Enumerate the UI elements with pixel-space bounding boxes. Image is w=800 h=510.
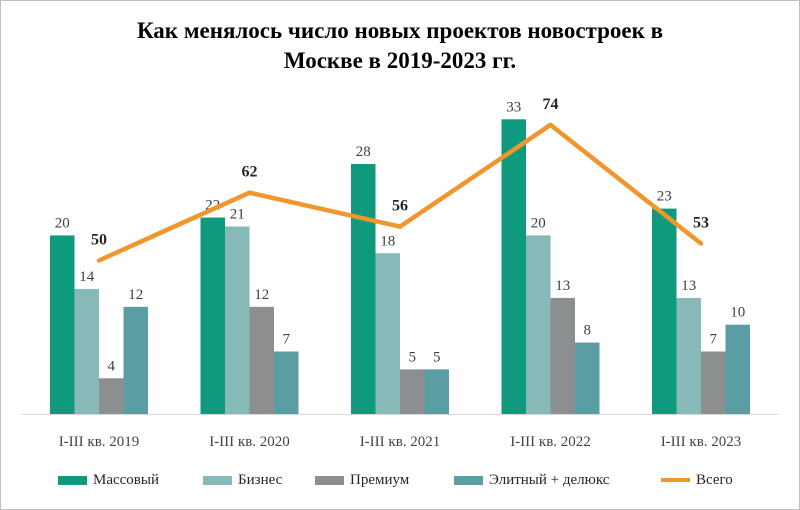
bar-1-1	[50, 235, 75, 414]
chart-title-line-1: Как менялось число новых проектов новост…	[136, 18, 664, 43]
data-label-4-1: 12	[128, 287, 143, 303]
data-label-3-1: 4	[108, 358, 116, 374]
data-label-4-4: 8	[584, 323, 592, 339]
bar-2-3	[375, 253, 400, 414]
legend-swatch-mass	[58, 475, 87, 485]
x-tick-label-1: I-III кв. 2019	[59, 434, 140, 450]
bar-1-2	[200, 217, 225, 414]
total-line	[96, 122, 704, 263]
legend-item-business: Бизнес	[203, 470, 282, 490]
data-label-4-3: 5	[433, 349, 441, 365]
x-tick-label-5: I-III кв. 2023	[661, 434, 742, 450]
data-label-1-4: 33	[506, 99, 521, 115]
legend-swatch-elite	[454, 475, 483, 485]
total-label-1: 50	[91, 232, 107, 249]
bar-2-4	[526, 235, 551, 414]
legend-label-elite: Элитный + делюкс	[489, 471, 610, 488]
bar-3-1	[99, 378, 124, 414]
bar-2-5	[676, 297, 701, 414]
legend-label-total: Всего	[696, 471, 733, 488]
bar-3-2	[249, 306, 274, 414]
legend-item-total: Всего	[661, 470, 733, 490]
legend-swatch-premium	[315, 475, 344, 485]
bar-4-4	[575, 342, 600, 414]
data-label-1-5: 23	[657, 189, 672, 205]
chart-title: Как менялось число новых проектов новост…	[0, 16, 800, 76]
chart-title-line-2: Москве в 2019-2023 гг.	[283, 48, 517, 73]
x-tick-label-4: I-III кв. 2022	[510, 434, 591, 450]
bar-3-5	[701, 351, 726, 414]
data-label-2-3: 18	[380, 233, 395, 249]
data-label-2-2: 21	[230, 206, 245, 222]
legend-label-business: Бизнес	[238, 471, 283, 488]
bar-4-1	[123, 306, 148, 414]
legend-item-elite: Элитный + делюкс	[454, 470, 609, 490]
bar-3-3	[400, 369, 425, 414]
legend-swatch-total	[661, 478, 690, 482]
bar-2-1	[74, 288, 99, 414]
total-label-3: 56	[392, 198, 408, 215]
bar-4-5	[725, 324, 750, 414]
legend-label-mass: Массовый	[93, 471, 159, 488]
bar-1-3	[351, 163, 376, 414]
legend-swatch-business	[203, 475, 232, 485]
legend-label-premium: Премиум	[350, 471, 410, 488]
data-label-3-3: 5	[409, 349, 417, 365]
data-label-1-1: 20	[55, 215, 70, 231]
total-label-4: 74	[543, 96, 559, 113]
data-label-4-2: 7	[283, 331, 291, 347]
x-tick-label-2: I-III кв. 2020	[209, 434, 290, 450]
chart-legend: Массовый Бизнес Премиум Элитный + делюкс…	[0, 470, 800, 492]
data-label-3-5: 7	[710, 331, 718, 347]
data-label-2-4: 20	[531, 215, 546, 231]
bar-2-2	[225, 226, 250, 414]
data-label-2-5: 13	[681, 278, 696, 294]
legend-item-premium: Премиум	[315, 470, 409, 490]
total-label-5: 53	[693, 215, 709, 232]
bar-4-3	[424, 369, 449, 414]
legend-item-mass: Массовый	[58, 470, 159, 490]
total-label-2: 62	[242, 164, 258, 181]
bar-3-4	[550, 297, 575, 414]
x-tick-label-3: I-III кв. 2021	[360, 434, 441, 450]
data-label-3-4: 13	[555, 278, 570, 294]
bar-1-5	[652, 208, 677, 414]
data-label-3-2: 12	[254, 287, 269, 303]
data-label-2-1: 14	[79, 269, 95, 285]
bar-4-2	[274, 351, 299, 414]
data-label-4-5: 10	[730, 305, 745, 321]
bar-1-4	[501, 119, 526, 414]
data-label-1-3: 28	[356, 144, 371, 160]
